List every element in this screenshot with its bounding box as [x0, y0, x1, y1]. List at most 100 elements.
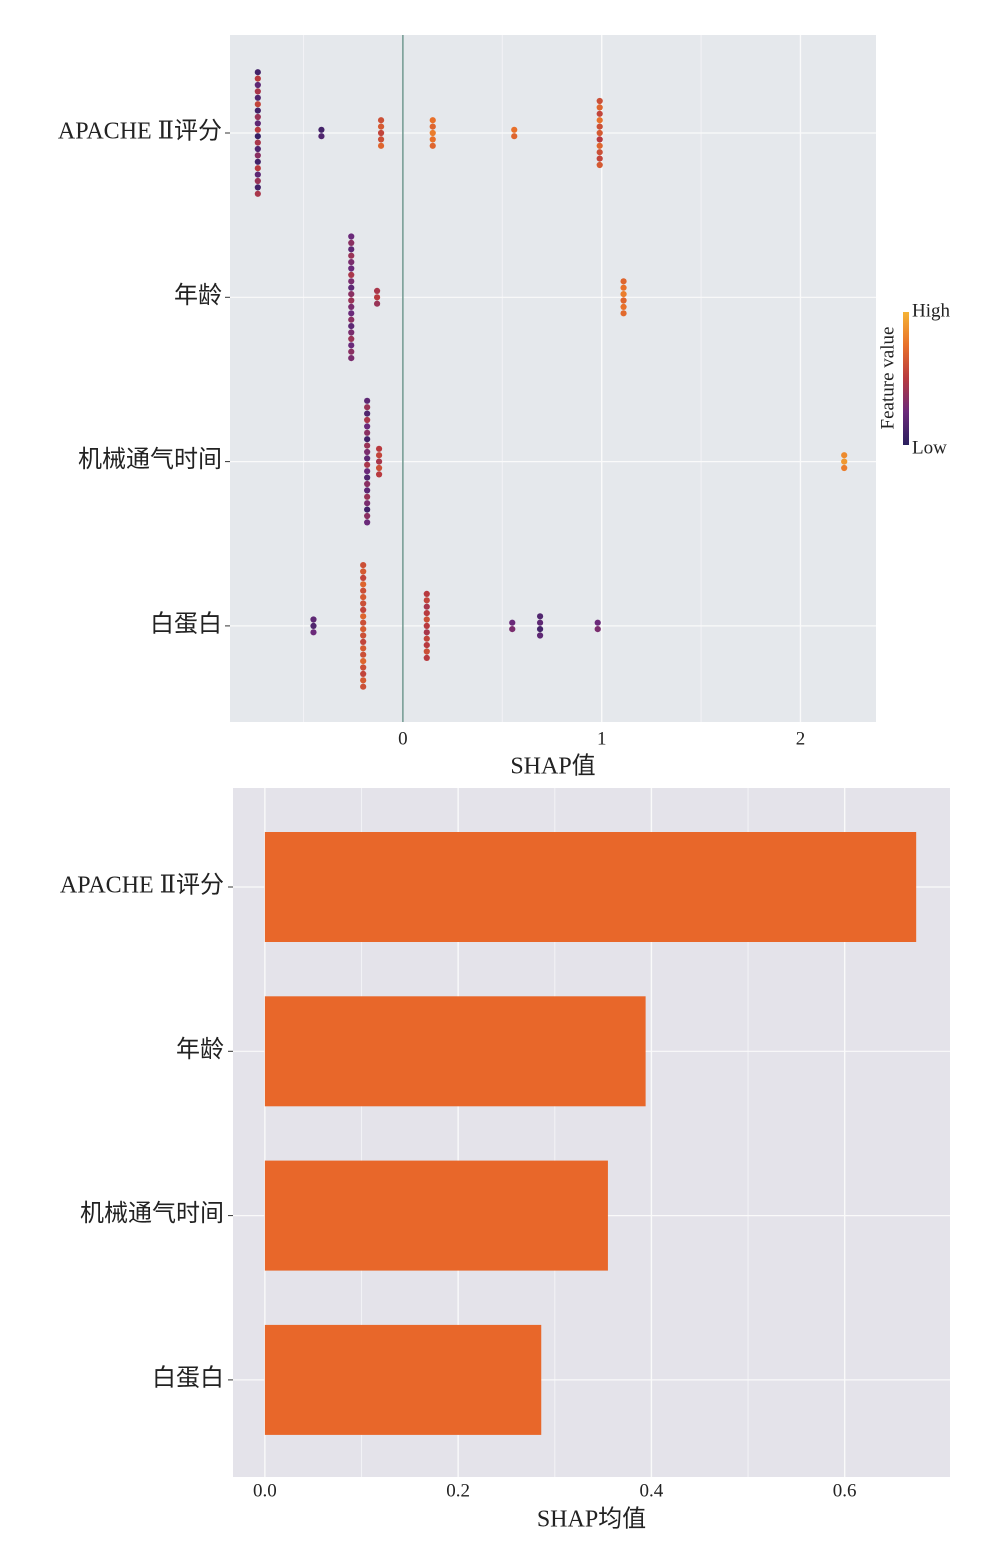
point — [373, 287, 381, 294]
point — [364, 404, 371, 411]
point — [348, 323, 355, 330]
point — [254, 81, 261, 89]
point — [254, 171, 261, 178]
colorbar-high: High — [912, 300, 951, 321]
point — [318, 133, 325, 140]
y-tick-label: 机械通气时间 — [80, 1200, 224, 1227]
point — [254, 107, 261, 114]
point — [364, 519, 371, 526]
point — [596, 136, 603, 143]
point — [364, 468, 371, 475]
point — [360, 683, 367, 690]
point — [841, 464, 848, 472]
point — [360, 562, 367, 569]
point — [423, 590, 430, 598]
point — [254, 158, 261, 165]
point — [364, 493, 371, 500]
point — [364, 506, 371, 513]
point — [596, 117, 603, 124]
point — [348, 239, 355, 246]
point — [423, 616, 430, 623]
point — [360, 670, 367, 678]
point — [254, 113, 261, 121]
point — [596, 123, 603, 130]
point — [375, 458, 383, 465]
point — [360, 658, 367, 665]
point — [254, 177, 261, 185]
point — [509, 619, 516, 626]
x-tick-label: 0.4 — [640, 1480, 664, 1501]
point — [360, 677, 367, 684]
point — [423, 635, 430, 642]
point — [348, 335, 355, 342]
point — [254, 88, 261, 95]
point — [620, 278, 627, 285]
point — [429, 117, 436, 124]
point — [364, 487, 371, 494]
point — [377, 129, 385, 137]
point — [364, 397, 371, 404]
point — [318, 126, 325, 133]
point — [423, 629, 430, 636]
point — [364, 410, 371, 417]
point — [310, 629, 317, 636]
point — [360, 600, 367, 607]
point — [254, 101, 261, 108]
point — [841, 452, 848, 459]
point — [364, 436, 371, 443]
point — [360, 574, 367, 582]
point — [360, 645, 367, 652]
point — [348, 291, 355, 298]
point — [364, 448, 371, 456]
point — [596, 97, 603, 105]
point — [423, 654, 430, 662]
point — [254, 152, 261, 159]
point — [364, 474, 371, 481]
point — [364, 500, 371, 507]
point — [364, 423, 371, 430]
plot-background — [230, 35, 876, 722]
point — [348, 297, 355, 304]
point — [348, 303, 355, 310]
point — [429, 136, 436, 143]
point — [620, 310, 627, 317]
point — [596, 110, 603, 117]
point — [348, 355, 355, 362]
point — [348, 348, 355, 355]
point — [620, 297, 627, 304]
bar — [264, 1160, 608, 1271]
point — [620, 291, 627, 298]
point — [364, 416, 371, 424]
point — [348, 271, 355, 278]
point — [254, 69, 261, 76]
point — [596, 129, 603, 137]
point — [375, 452, 383, 459]
y-tick-label: 白蛋白 — [152, 1364, 224, 1391]
point — [310, 616, 317, 623]
point — [254, 139, 261, 146]
point — [429, 129, 436, 137]
point — [596, 149, 603, 156]
y-tick-label: 白蛋白 — [150, 610, 222, 637]
point — [364, 512, 371, 520]
point — [360, 651, 367, 658]
point — [348, 284, 355, 291]
point — [536, 613, 544, 620]
point — [254, 120, 261, 127]
point — [360, 568, 367, 575]
x-tick-label: 0.2 — [446, 1480, 470, 1501]
point — [620, 303, 627, 310]
point — [536, 632, 544, 639]
bar — [264, 832, 917, 942]
x-axis-label: SHAP值 — [510, 753, 595, 780]
bar — [264, 996, 646, 1107]
x-tick-label: 2 — [796, 728, 806, 749]
colorbar-label: Feature value — [877, 327, 898, 430]
point — [348, 265, 355, 272]
point — [423, 648, 430, 655]
point — [348, 310, 355, 317]
point — [375, 464, 383, 472]
point — [596, 161, 603, 169]
point — [536, 626, 544, 633]
